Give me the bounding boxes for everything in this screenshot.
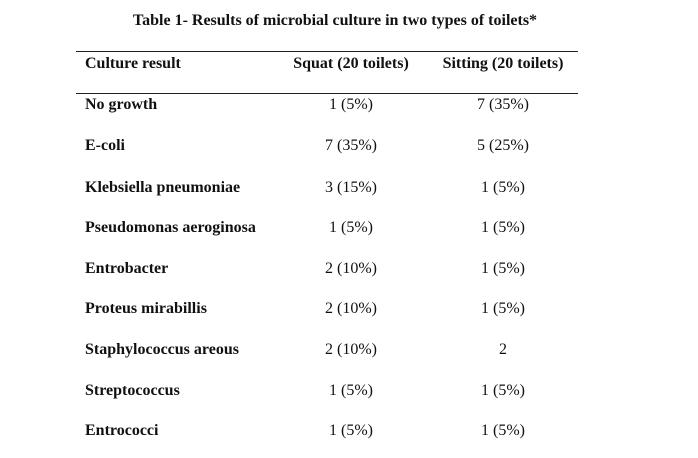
culture-result-cell: Pseudomonas aeroginosa [85,219,256,236]
squat-cell: 2 (10%) [325,341,377,358]
table-header-row: Culture result Squat (20 toilets) Sittin… [76,53,578,75]
culture-result-cell: Entrococci [85,422,159,439]
culture-result-cell: Streptococcus [85,382,180,399]
squat-cell: 1 (5%) [329,219,373,236]
sitting-cell: 1 (5%) [481,179,525,196]
table-header-rule [76,93,578,94]
squat-cell: 1 (5%) [329,422,373,439]
table-caption: Table 1- Results of microbial culture in… [132,12,538,29]
culture-result-cell: No growth [85,96,158,113]
squat-cell: 2 (10%) [325,260,377,277]
header-culture-result: Culture result [85,55,181,72]
table-row: No growth 1 (5%) 7 (35%) [76,94,578,116]
table-top-rule [76,51,578,52]
sitting-cell: 1 (5%) [481,260,525,277]
squat-cell: 1 (5%) [329,96,373,113]
culture-result-cell: Staphylococcus areous [85,341,239,358]
culture-result-cell: Entrobacter [85,260,169,277]
culture-result-cell: Proteus mirabillis [85,300,207,317]
header-sitting: Sitting (20 toilets) [442,55,564,72]
squat-cell: 7 (35%) [325,137,377,154]
culture-result-cell: Klebsiella pneumoniae [85,179,241,196]
squat-cell: 2 (10%) [325,300,377,317]
table-row: Staphylococcus areous 2 (10%) 2 [76,339,578,361]
table-row: Proteus mirabillis 2 (10%) 1 (5%) [76,298,578,320]
squat-cell: 1 (5%) [329,382,373,399]
table-row: E-coli 7 (35%) 5 (25%) [76,135,578,157]
table-row: Klebsiella pneumoniae 3 (15%) 1 (5%) [76,177,578,199]
sitting-cell: 7 (35%) [477,96,529,113]
culture-result-cell: E-coli [85,137,125,154]
sitting-cell: 2 [499,341,507,358]
table-row: Pseudomonas aeroginosa 1 (5%) 1 (5%) [76,217,578,239]
squat-cell: 3 (15%) [325,179,377,196]
table-row: Streptococcus 1 (5%) 1 (5%) [76,380,578,402]
table-row: Entrobacter 2 (10%) 1 (5%) [76,258,578,280]
sitting-cell: 1 (5%) [481,382,525,399]
sitting-cell: 1 (5%) [481,422,525,439]
sitting-cell: 1 (5%) [481,219,525,236]
sitting-cell: 5 (25%) [477,137,529,154]
header-squat: Squat (20 toilets) [293,55,409,72]
table-row: Entrococci 1 (5%) 1 (5%) [76,420,578,442]
sitting-cell: 1 (5%) [481,300,525,317]
